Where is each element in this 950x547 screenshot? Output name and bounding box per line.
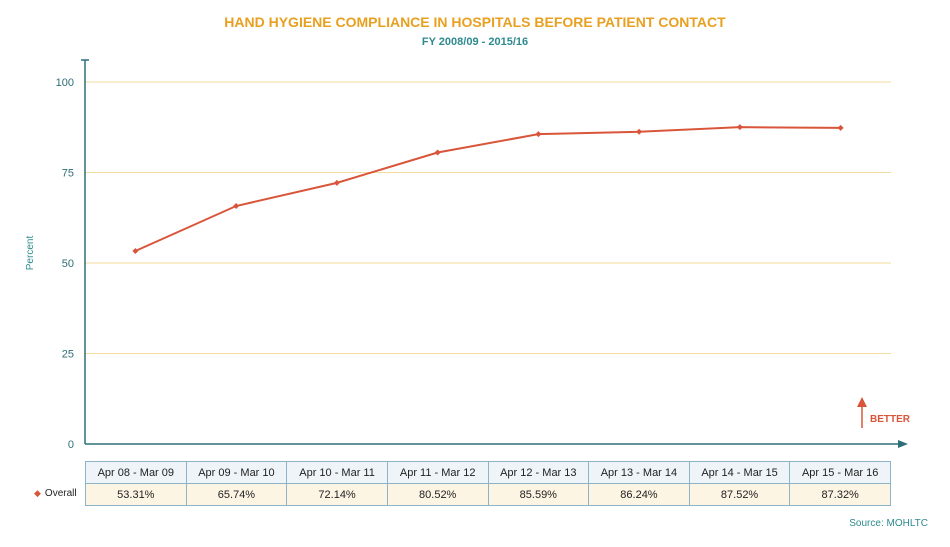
x-axis-arrow-icon (898, 440, 908, 448)
table-header-cell: Apr 15 - Mar 16 (789, 461, 891, 484)
y-tick-label: 75 (62, 168, 74, 180)
diamond-marker-icon: ◆ (34, 488, 41, 498)
table-header-cell: Apr 12 - Mar 13 (487, 461, 590, 484)
table-header-cell: Apr 08 - Mar 09 (85, 461, 187, 484)
data-point (535, 131, 542, 138)
table-value-cell: 87.32% (789, 483, 891, 506)
table-value-cell: 72.14% (286, 483, 388, 506)
series-overall (132, 124, 844, 255)
data-point (636, 128, 643, 135)
table-value-cell: 65.74% (185, 483, 288, 506)
y-tick-label: 25 (62, 349, 74, 361)
data-point (736, 124, 743, 131)
chart-subtitle: FY 2008/09 - 2015/16 (421, 36, 529, 48)
table-value-cell: 53.31% (85, 483, 187, 506)
y-tick-label: 100 (56, 77, 74, 89)
table-header-cell: Apr 10 - Mar 11 (286, 461, 388, 484)
data-point (132, 248, 139, 255)
table-value-cell: 80.52% (386, 483, 489, 506)
table-header-cell: Apr 14 - Mar 15 (688, 461, 791, 484)
legend-overall: ◆ Overall (34, 488, 77, 499)
axes (81, 59, 908, 448)
y-tick-label: 50 (62, 258, 74, 270)
table-values-row: 53.31% 65.74% 72.14% 80.52% 85.59% 86.24% 87.5… (85, 483, 891, 506)
y-axis-ticks: 0 25 50 75 100 (56, 77, 74, 451)
y-axis-label: Percent (25, 236, 36, 271)
series-line (134, 126, 841, 252)
source-note: Source: MOHLTC (849, 518, 928, 529)
better-indicator: BETTER (857, 397, 911, 428)
table-header-cell: Apr 13 - Mar 14 (588, 461, 690, 484)
table-header-cell: Apr 11 - Mar 12 (386, 461, 489, 484)
data-point (233, 203, 240, 210)
y-tick-label: 0 (68, 439, 74, 451)
chart-title: HAND HYGIENE COMPLIANCE IN HOSPITALS BEF… (224, 14, 726, 30)
table-value-cell: 87.52% (688, 483, 791, 506)
data-point (333, 179, 340, 186)
table-value-cell: 86.24% (588, 483, 690, 506)
legend-overall-label: Overall (44, 488, 77, 499)
table-value-cell: 85.59% (487, 483, 590, 506)
gridlines (85, 81, 891, 354)
data-point (434, 149, 441, 156)
up-arrow-icon (857, 397, 867, 407)
data-table: Apr 08 - Mar 09 Apr 09 - Mar 10 Apr 10 - M… (85, 461, 891, 506)
table-header-row: Apr 08 - Mar 09 Apr 09 - Mar 10 Apr 10 - M… (85, 461, 891, 484)
table-header-cell: Apr 09 - Mar 10 (185, 461, 288, 484)
data-point (837, 124, 844, 131)
better-label: BETTER (870, 414, 911, 425)
